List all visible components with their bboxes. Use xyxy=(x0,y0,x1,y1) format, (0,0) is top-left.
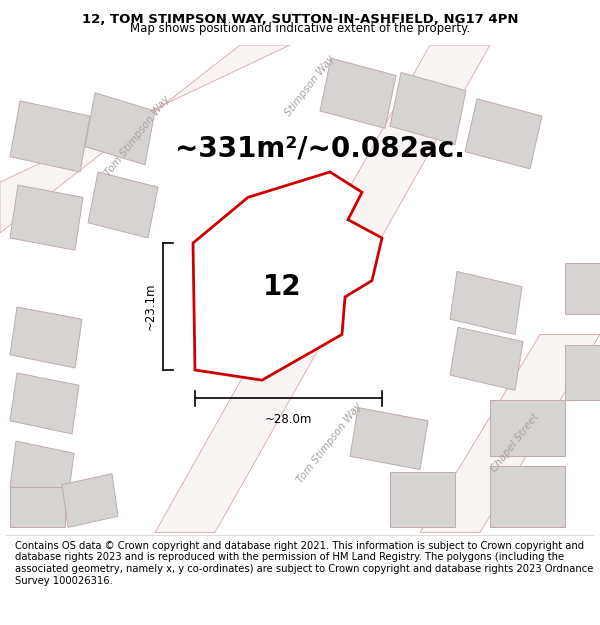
Text: Chapel Street: Chapel Street xyxy=(489,412,541,474)
Polygon shape xyxy=(10,441,74,499)
Text: 12, TOM STIMPSON WAY, SUTTON-IN-ASHFIELD, NG17 4PN: 12, TOM STIMPSON WAY, SUTTON-IN-ASHFIELD… xyxy=(82,12,518,26)
Polygon shape xyxy=(450,271,522,334)
Text: ~23.1m: ~23.1m xyxy=(144,282,157,330)
Text: Map shows position and indicative extent of the property.: Map shows position and indicative extent… xyxy=(130,22,470,35)
Text: Tom Stimpson Way: Tom Stimpson Way xyxy=(296,401,364,485)
Polygon shape xyxy=(390,72,466,144)
Polygon shape xyxy=(490,401,565,456)
Text: Contains OS data © Crown copyright and database right 2021. This information is : Contains OS data © Crown copyright and d… xyxy=(15,541,593,586)
Polygon shape xyxy=(10,307,82,368)
Polygon shape xyxy=(193,172,382,380)
Polygon shape xyxy=(10,487,65,528)
Polygon shape xyxy=(155,45,490,532)
Polygon shape xyxy=(10,373,79,434)
Text: Tom Stimpson Way: Tom Stimpson Way xyxy=(104,94,172,179)
Polygon shape xyxy=(320,58,396,128)
Polygon shape xyxy=(450,328,523,390)
Polygon shape xyxy=(85,92,155,165)
Text: 12: 12 xyxy=(263,272,301,301)
Text: Stimpson Way: Stimpson Way xyxy=(283,53,337,118)
Polygon shape xyxy=(565,344,600,401)
Text: ~331m²/~0.082ac.: ~331m²/~0.082ac. xyxy=(175,134,465,162)
Polygon shape xyxy=(465,99,542,169)
Polygon shape xyxy=(390,471,455,528)
Text: ~28.0m: ~28.0m xyxy=(265,412,312,426)
Polygon shape xyxy=(62,474,118,528)
Polygon shape xyxy=(0,45,290,233)
Polygon shape xyxy=(10,101,90,172)
Polygon shape xyxy=(490,466,565,528)
Polygon shape xyxy=(88,172,158,238)
Polygon shape xyxy=(10,185,83,250)
Polygon shape xyxy=(420,334,600,532)
Polygon shape xyxy=(350,408,428,469)
Polygon shape xyxy=(565,263,600,314)
